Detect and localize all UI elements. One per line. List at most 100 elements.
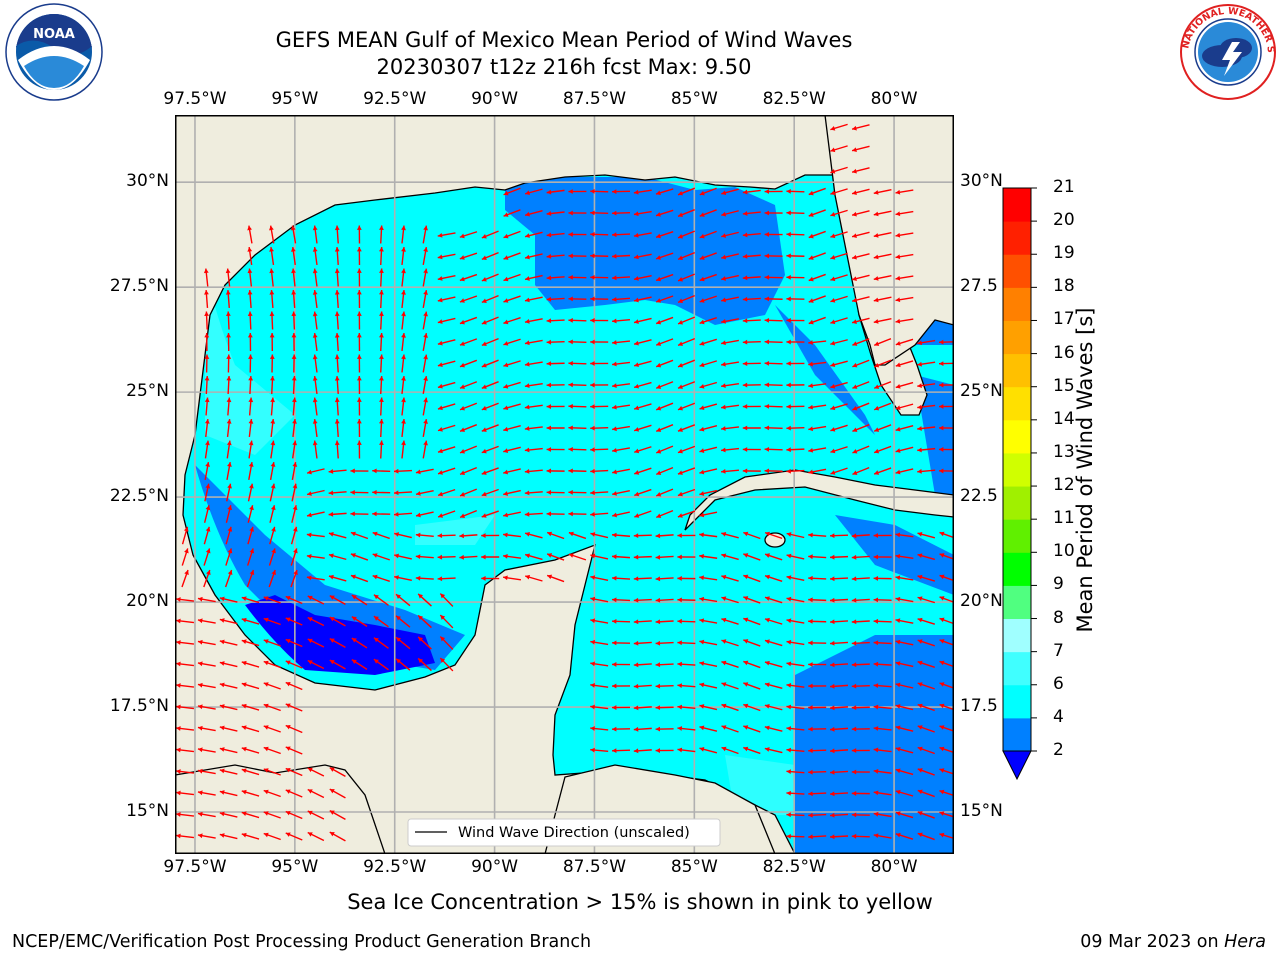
wave-direction-arrow xyxy=(285,832,303,841)
wave-direction-arrow xyxy=(437,403,456,411)
wave-direction-arrow xyxy=(503,403,521,411)
wave-direction-arrow xyxy=(247,225,253,244)
wave-direction-arrow xyxy=(721,253,739,260)
colorbar xyxy=(995,180,1055,790)
wave-direction-arrow xyxy=(917,832,935,841)
wave-direction-arrow xyxy=(422,354,428,373)
wave-direction-arrow xyxy=(312,375,318,395)
wave-direction-arrow xyxy=(720,383,740,389)
wave-direction-arrow xyxy=(401,375,406,395)
wave-direction-arrow xyxy=(356,332,362,352)
wave-direction-arrow xyxy=(851,317,870,324)
wave-direction-arrow xyxy=(611,726,631,732)
wave-direction-arrow xyxy=(611,662,631,667)
wave-direction-arrow xyxy=(873,640,892,646)
wave-direction-arrow xyxy=(285,810,303,820)
lon-label-bottom: 85°W xyxy=(670,857,718,877)
wave-direction-arrow xyxy=(786,231,805,237)
wave-direction-arrow xyxy=(655,338,674,346)
wave-direction-arrow xyxy=(633,317,652,324)
lat-label-right: 15°N xyxy=(960,801,1003,821)
wave-direction-arrow xyxy=(677,273,696,282)
wave-direction-arrow xyxy=(633,232,652,238)
wave-direction-arrow xyxy=(263,639,281,647)
wave-direction-arrow xyxy=(655,188,674,196)
wave-direction-arrow xyxy=(379,375,384,395)
wave-direction-arrow xyxy=(291,311,297,330)
wave-direction-arrow xyxy=(334,332,340,352)
wave-direction-arrow xyxy=(764,660,783,668)
wave-direction-arrow xyxy=(611,532,631,538)
colorbar-segment xyxy=(1003,419,1031,454)
wave-direction-arrow xyxy=(764,553,783,561)
wave-direction-arrow xyxy=(611,253,631,259)
wave-direction-arrow xyxy=(743,596,761,604)
wave-direction-arrow xyxy=(312,311,318,330)
period-zone-2-4 xyxy=(505,177,785,325)
colorbar-tick-label: 17 xyxy=(1053,309,1075,330)
wave-direction-arrow xyxy=(417,636,432,650)
wave-direction-arrow xyxy=(225,268,231,287)
wave-direction-arrow xyxy=(204,311,209,330)
wave-direction-arrow xyxy=(481,510,499,518)
wave-direction-arrow xyxy=(808,791,827,797)
lat-label-right: 20°N xyxy=(960,591,1003,612)
wave-direction-arrow xyxy=(851,554,870,560)
wave-direction-arrow xyxy=(895,210,914,217)
wave-direction-arrow xyxy=(808,640,827,646)
wave-direction-arrow xyxy=(677,576,696,581)
wave-direction-arrow xyxy=(568,275,587,280)
wave-direction-arrow xyxy=(503,317,521,325)
wave-direction-arrow xyxy=(568,489,587,495)
wave-direction-arrow xyxy=(312,440,318,459)
wave-direction-arrow xyxy=(873,726,892,731)
wave-direction-arrow xyxy=(655,554,674,560)
wave-direction-arrow xyxy=(830,209,848,217)
wave-direction-arrow xyxy=(422,397,428,416)
wave-direction-arrow xyxy=(917,789,935,798)
wave-direction-arrow xyxy=(829,769,849,775)
colorbar-segment xyxy=(1003,287,1031,321)
wave-direction-arrow xyxy=(590,382,609,388)
wave-direction-arrow xyxy=(590,639,609,646)
wave-direction-arrow xyxy=(786,275,805,280)
wave-direction-arrow xyxy=(356,225,362,244)
wave-direction-arrow xyxy=(917,617,935,625)
wave-direction-arrow xyxy=(329,637,346,649)
wave-direction-arrow xyxy=(699,553,718,559)
wave-direction-arrow xyxy=(219,833,238,840)
wave-direction-arrow xyxy=(829,533,849,539)
wave-direction-arrow xyxy=(721,682,739,690)
colorbar-tick-label: 7 xyxy=(1053,640,1064,661)
footer-producer: NCEP/EMC/Verification Post Processing Pr… xyxy=(12,932,592,952)
wave-direction-arrow xyxy=(334,440,340,459)
wave-direction-arrow xyxy=(895,318,914,324)
wave-direction-arrow xyxy=(851,533,870,539)
wave-direction-arrow xyxy=(851,210,870,217)
wave-direction-arrow xyxy=(851,274,870,281)
wave-direction-arrow xyxy=(546,382,565,388)
map-frame xyxy=(175,115,954,854)
wave-direction-arrow xyxy=(334,418,340,438)
wave-direction-arrow xyxy=(312,289,318,309)
wave-direction-arrow xyxy=(743,660,761,669)
wave-direction-arrow xyxy=(524,383,543,389)
lat-label-right: 27.5 xyxy=(960,276,998,297)
wave-direction-arrow xyxy=(437,533,456,539)
wave-direction-arrow xyxy=(437,274,456,281)
wave-direction-arrow xyxy=(306,554,325,559)
wave-direction-arrow xyxy=(721,574,739,582)
wave-direction-arrow xyxy=(439,657,454,672)
wave-direction-arrow xyxy=(808,726,827,732)
wave-direction-arrow xyxy=(417,657,432,672)
wave-direction-arrow xyxy=(524,188,543,196)
wave-direction-arrow xyxy=(742,382,761,388)
wave-direction-arrow xyxy=(590,553,609,560)
wave-direction-arrow xyxy=(655,683,674,689)
wave-direction-arrow xyxy=(895,789,914,797)
wave-direction-arrow xyxy=(437,510,456,518)
wave-direction-arrow xyxy=(204,462,210,480)
wave-direction-arrow xyxy=(699,338,717,346)
wave-direction-arrow xyxy=(270,418,276,438)
colorbar-segment xyxy=(1003,618,1031,653)
